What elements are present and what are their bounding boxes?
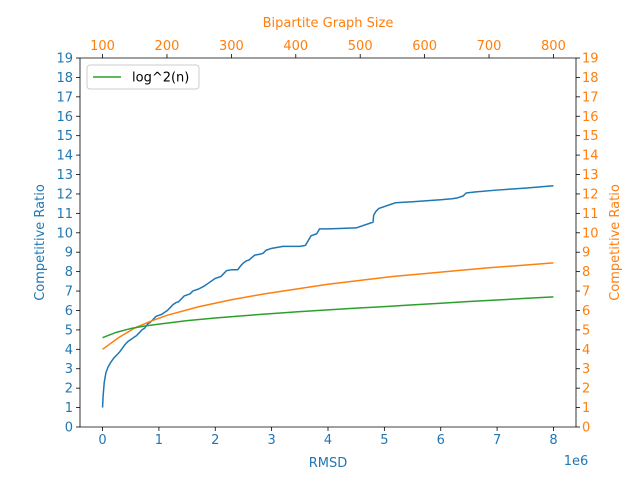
left-axis-tick-label: 8: [65, 265, 73, 280]
right-axis-tick-label: 12: [582, 187, 599, 202]
bottom-axis-tick-label: 2: [211, 433, 219, 448]
top-axis-label: Bipartite Graph Size: [263, 16, 394, 31]
top-axis-tick-label: 800: [541, 39, 566, 54]
right-axis-tick-label: 2: [582, 382, 590, 397]
left-axis-tick-label: 7: [65, 285, 73, 300]
left-axis-tick-label: 11: [56, 207, 73, 222]
bottom-axis-tick-label: 8: [549, 433, 557, 448]
right-axis-tick-label: 11: [582, 207, 599, 222]
right-axis-tick-label: 6: [582, 304, 590, 319]
right-axis-tick-label: 5: [582, 323, 590, 338]
right-axis-tick-label: 3: [582, 362, 590, 377]
bottom-axis-label: RMSD: [309, 456, 348, 471]
left-axis-tick-label: 6: [65, 304, 73, 319]
left-axis-label: Competitive Ratio: [33, 184, 48, 301]
right-axis-tick-label: 10: [582, 226, 599, 241]
bottom-axis-tick-label: 0: [98, 433, 106, 448]
right-axis-tick-label: 1: [582, 401, 590, 416]
right-axis-tick-label: 7: [582, 285, 590, 300]
series-line-1: [101, 185, 554, 408]
right-axis-tick-label: 15: [582, 129, 599, 144]
right-axis-tick-label: 4: [582, 343, 590, 358]
left-axis-tick-label: 12: [56, 187, 73, 202]
left-axis-tick-label: 15: [56, 129, 73, 144]
right-axis-tick-label: 9: [582, 246, 590, 261]
legend-entry-label: log^2(n): [132, 71, 189, 86]
top-axis-tick-label: 700: [477, 39, 502, 54]
bottom-axis-tick-label: 7: [493, 433, 501, 448]
left-axis-tick-label: 2: [65, 382, 73, 397]
bottom-axis-tick-label: 1: [155, 433, 163, 448]
left-axis-tick-label: 17: [56, 90, 73, 105]
right-axis-label: Competitive Ratio: [608, 184, 623, 301]
left-axis-tick-label: 13: [56, 168, 73, 183]
right-axis-tick-label: 0: [582, 421, 590, 436]
left-axis-tick-label: 3: [65, 362, 73, 377]
left-axis-tick-label: 10: [56, 226, 73, 241]
bottom-axis-tick-label: 5: [380, 433, 388, 448]
right-axis-tick-label: 17: [582, 90, 599, 105]
right-axis-tick-label: 8: [582, 265, 590, 280]
legend-box: [86, 64, 200, 90]
right-axis-tick-label: 19: [582, 52, 599, 67]
top-axis-tick-label: 600: [412, 39, 437, 54]
top-axis-tick-label: 300: [219, 39, 244, 54]
bottom-axis-offset-label: 1e6: [564, 454, 589, 469]
series-line-2: [102, 262, 554, 350]
right-axis-tick-label: 18: [582, 71, 599, 86]
left-axis-tick-label: 19: [56, 52, 73, 67]
right-axis-tick-label: 13: [582, 168, 599, 183]
top-axis-tick-label: 400: [283, 39, 308, 54]
left-axis-tick-label: 0: [65, 421, 73, 436]
right-axis-tick-label: 14: [582, 149, 599, 164]
left-axis-tick-label: 1: [65, 401, 73, 416]
left-axis-tick-label: 14: [56, 149, 73, 164]
left-axis-tick-label: 5: [65, 323, 73, 338]
plot-lines: [101, 185, 554, 408]
left-axis-tick-label: 16: [56, 110, 73, 125]
series-line-3: [102, 296, 554, 339]
legend: log^2(n): [86, 64, 200, 90]
top-axis-tick-label: 200: [155, 39, 180, 54]
left-axis-tick-label: 4: [65, 343, 73, 358]
bottom-axis-tick-label: 6: [437, 433, 445, 448]
top-axis-tick-label: 100: [90, 39, 115, 54]
bottom-axis-tick-label: 3: [267, 433, 275, 448]
top-axis-tick-label: 500: [348, 39, 373, 54]
left-axis-tick-label: 18: [56, 71, 73, 86]
bottom-axis-tick-label: 4: [324, 433, 332, 448]
right-axis-tick-label: 16: [582, 110, 599, 125]
left-axis-tick-label: 9: [65, 246, 73, 261]
